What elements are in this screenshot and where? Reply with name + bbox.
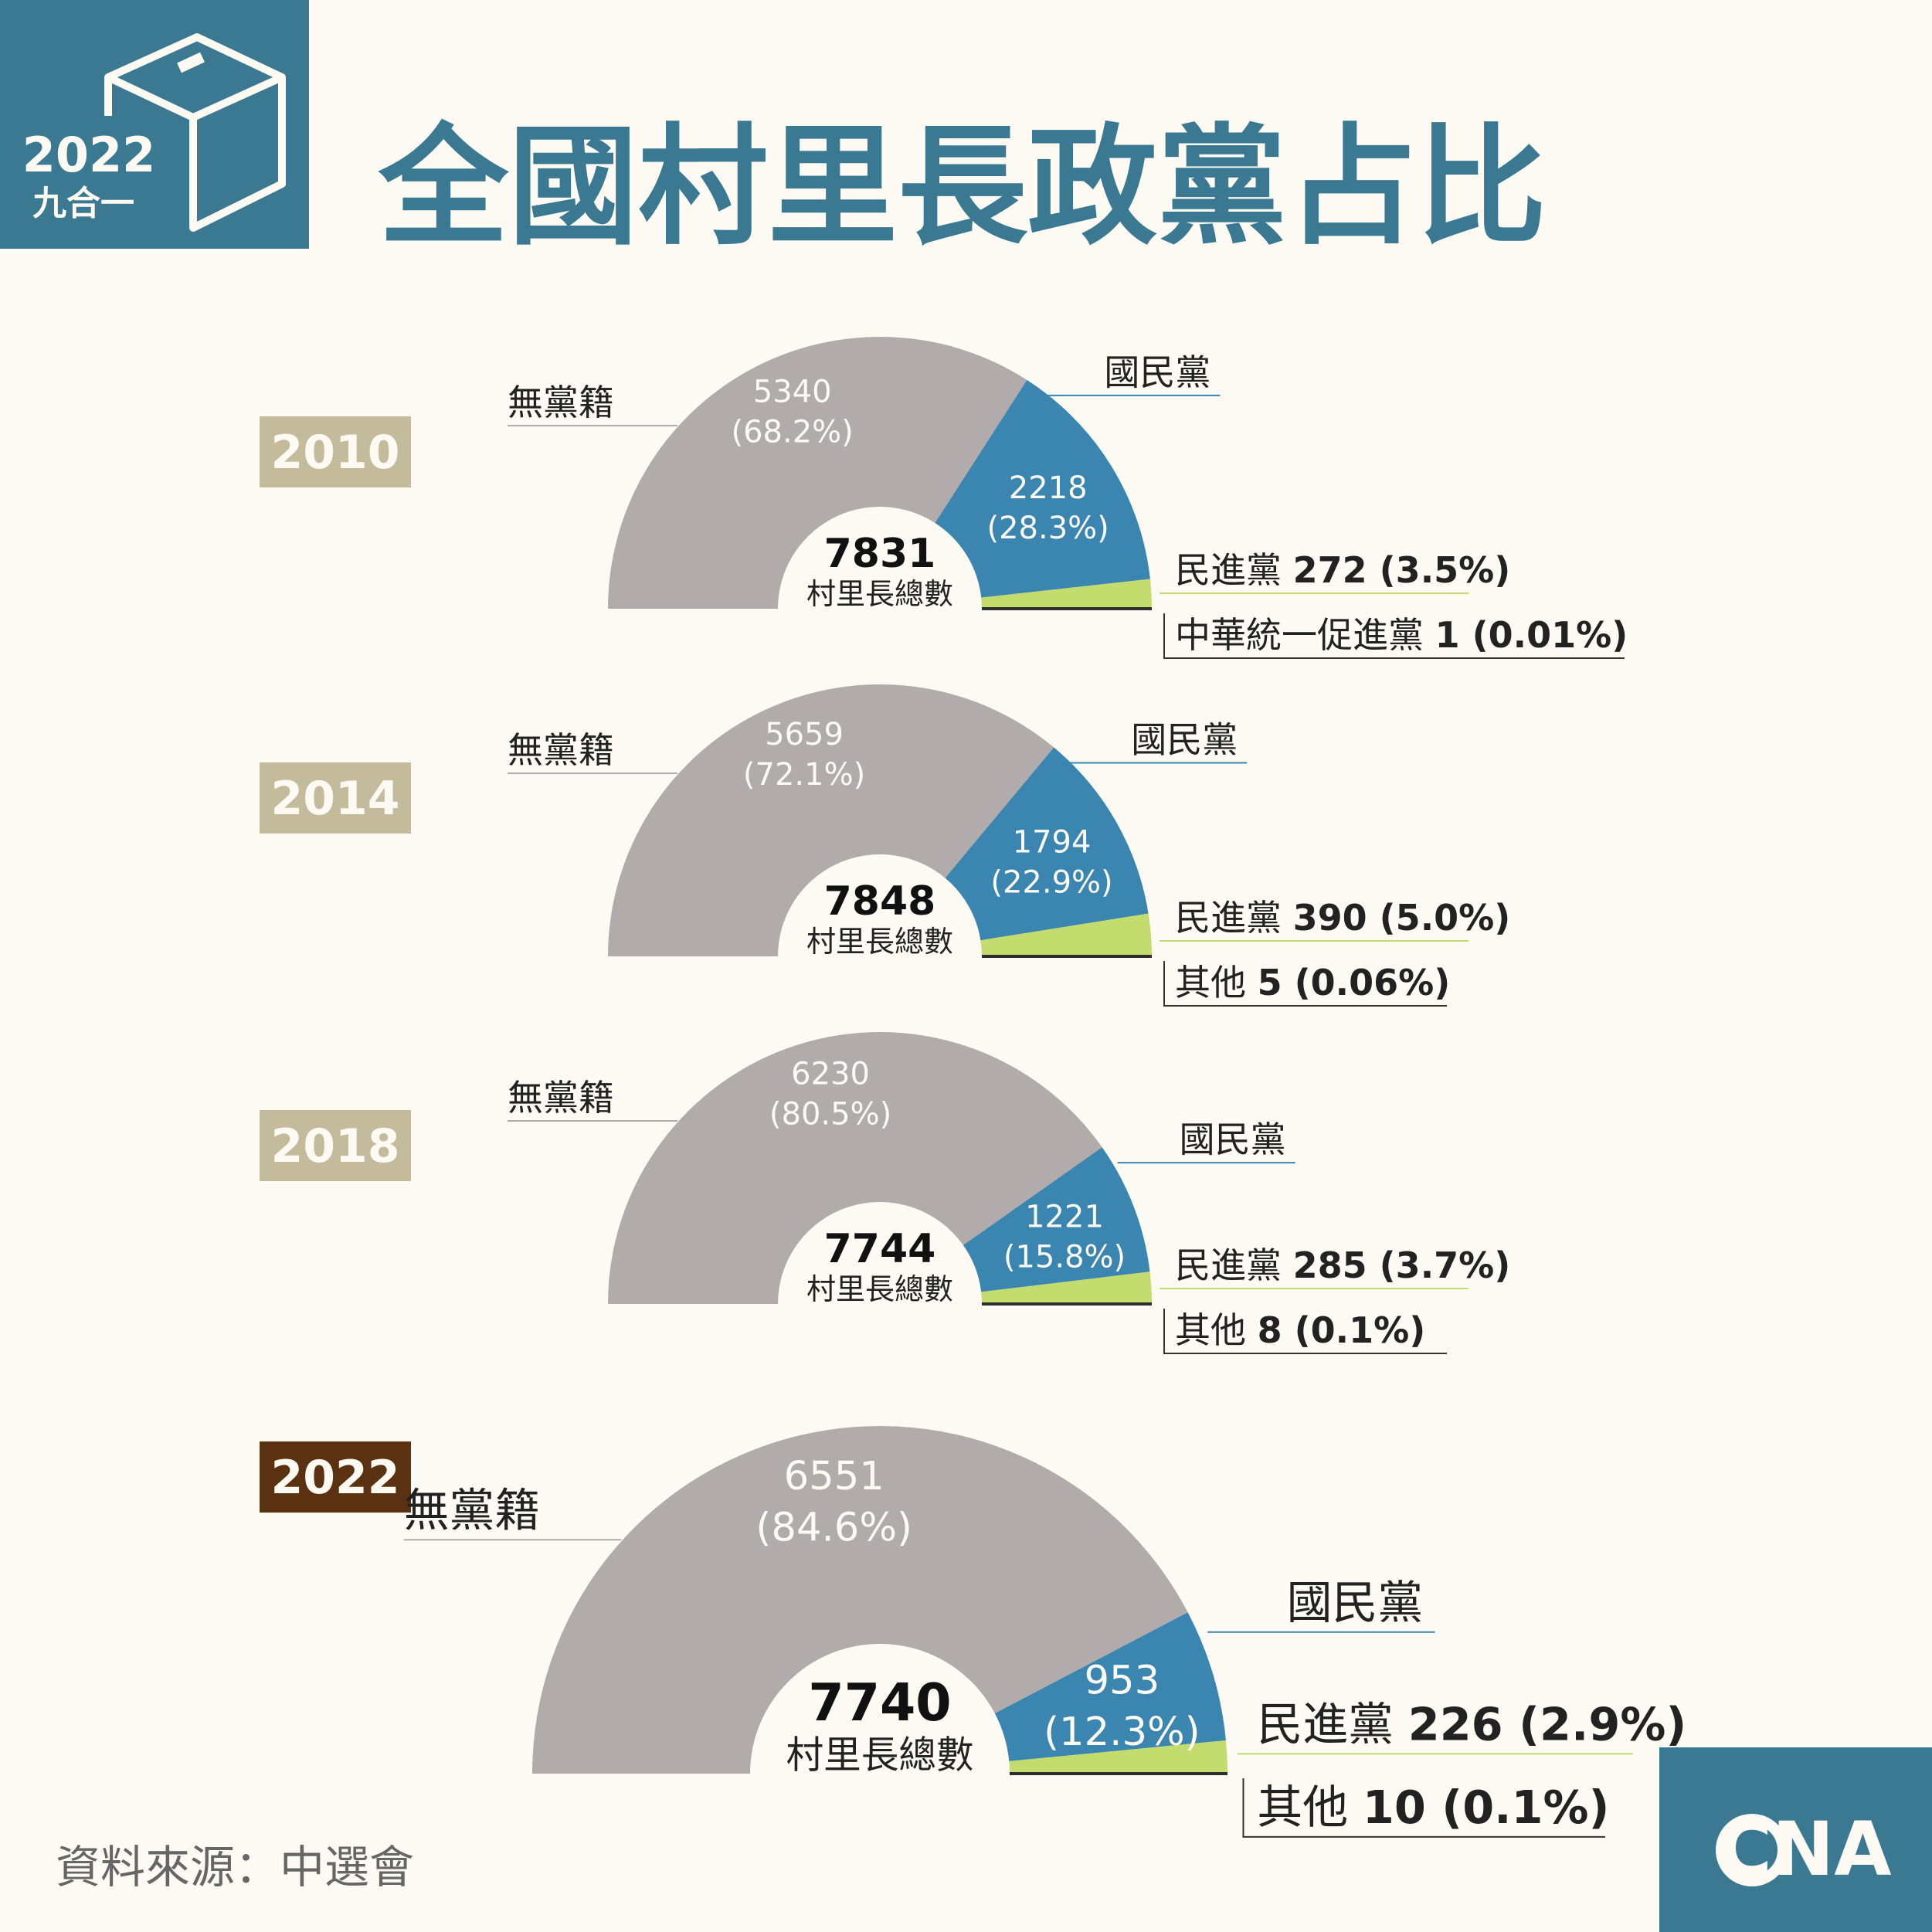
election-badge: 2022 九合一 — [0, 0, 309, 249]
year-label: 2010 — [271, 426, 400, 480]
label-dpp-name: 民進黨 — [1175, 897, 1293, 939]
slice-independent — [608, 336, 1027, 609]
slice-value-kmt: 1221 — [1025, 1199, 1104, 1234]
year-label: 2014 — [271, 772, 400, 826]
slice-pct-independent: (80.5%) — [769, 1097, 891, 1132]
slice-value-independent: 5659 — [765, 717, 844, 752]
slice-value-kmt: 953 — [1084, 1658, 1160, 1704]
label-dpp-name: 民進黨 — [1175, 1244, 1293, 1286]
total-value: 7848 — [824, 878, 936, 925]
badge-year: 2022 — [22, 127, 156, 183]
label-independent: 無黨籍 — [404, 1483, 541, 1536]
label-independent: 無黨籍 — [508, 729, 614, 771]
logo-text: CNA — [1717, 1806, 1891, 1893]
label-other: 其他 8 (0.1%) — [1175, 1309, 1425, 1351]
slice-value-kmt: 2218 — [1009, 470, 1088, 506]
label-other-value: 10 (0.1%) — [1363, 1781, 1610, 1834]
slice-value-independent: 5340 — [753, 375, 832, 410]
label-kmt: 國民黨 — [1287, 1576, 1424, 1629]
slice-dpp — [981, 1272, 1152, 1304]
slice-dpp — [1009, 1740, 1227, 1774]
globe-icon — [1716, 1814, 1788, 1886]
label-dpp-value: 285 (3.7%) — [1293, 1244, 1511, 1286]
slice-pct-independent: (72.1%) — [743, 757, 865, 793]
slice-pct-independent: (68.2%) — [732, 415, 854, 450]
slice-value-independent: 6551 — [784, 1453, 885, 1499]
slice-kmt — [945, 747, 1149, 941]
year-badge — [260, 762, 411, 834]
label-kmt: 國民黨 — [1131, 719, 1238, 761]
label-kmt: 國民黨 — [1180, 1119, 1286, 1160]
slice-independent — [532, 1425, 1188, 1774]
year-label: 2018 — [271, 1119, 400, 1173]
slice-pct-kmt: (22.9%) — [990, 864, 1112, 900]
slice-kmt — [963, 1147, 1150, 1292]
total-label: 村里長總數 — [806, 577, 953, 611]
label-dpp-value: 226 (2.9%) — [1408, 1697, 1686, 1750]
label-independent: 無黨籍 — [508, 382, 614, 423]
label-dpp: 民進黨 390 (5.0%) — [1175, 897, 1510, 939]
label-dpp-name: 民進黨 — [1257, 1697, 1407, 1750]
label-other-name: 其他 — [1175, 962, 1258, 1003]
label-other-value: 5 (0.06%) — [1258, 962, 1451, 1003]
slice-independent — [608, 684, 1054, 956]
slice-value-independent: 6230 — [791, 1057, 870, 1092]
label-independent: 無黨籍 — [508, 1077, 614, 1119]
total-value: 7740 — [808, 1672, 951, 1733]
slice-pct-kmt: (28.3%) — [987, 511, 1109, 546]
label-other-value: 1 (0.01%) — [1435, 614, 1628, 656]
label-other-name: 中華統一促進黨 — [1175, 614, 1435, 656]
total-value: 7744 — [824, 1226, 936, 1272]
label-kmt: 國民黨 — [1104, 351, 1210, 393]
label-other: 中華統一促進黨 1 (0.01%) — [1175, 614, 1628, 656]
year-badge — [260, 416, 411, 487]
label-dpp: 民進黨 272 (3.5%) — [1175, 549, 1510, 591]
label-dpp: 民進黨 226 (2.9%) — [1257, 1697, 1686, 1750]
slice-dpp — [980, 913, 1152, 956]
leader-other — [1163, 961, 1447, 1007]
page-title: 全國村里長政黨占比 — [378, 110, 1547, 263]
year-badge — [260, 1441, 411, 1513]
cna-logo: CNA — [1659, 1747, 1932, 1932]
label-other: 其他 10 (0.1%) — [1257, 1781, 1609, 1834]
slice-value-kmt: 1794 — [1013, 824, 1092, 860]
source-note: 資料來源：中選會 — [56, 1841, 414, 1893]
label-dpp: 民進黨 285 (3.7%) — [1175, 1244, 1510, 1286]
label-other-value: 8 (0.1%) — [1258, 1309, 1426, 1351]
total-label: 村里長總數 — [806, 925, 953, 959]
label-dpp-value: 272 (3.5%) — [1293, 549, 1511, 591]
year-label: 2022 — [271, 1451, 400, 1505]
year-badge — [260, 1110, 411, 1181]
slice-pct-independent: (84.6%) — [755, 1505, 912, 1551]
slice-independent — [608, 1031, 1102, 1304]
slice-kmt — [935, 379, 1150, 598]
badge-subtitle: 九合一 — [32, 184, 134, 223]
slice-dpp — [981, 579, 1152, 609]
label-dpp-value: 390 (5.0%) — [1293, 897, 1511, 939]
total-value: 7831 — [824, 531, 936, 577]
slice-pct-kmt: (15.8%) — [1003, 1239, 1126, 1275]
leader-other — [1163, 613, 1625, 659]
total-label: 村里長總數 — [786, 1733, 973, 1777]
charts-group: 20107831村里長總數5340(68.2%)2218(28.3%)無黨籍國民… — [260, 336, 1686, 1838]
total-label: 村里長總數 — [806, 1272, 953, 1306]
label-other-name: 其他 — [1257, 1781, 1362, 1834]
badge-box — [0, 0, 309, 249]
slice-kmt — [994, 1612, 1226, 1761]
logo-box — [1659, 1747, 1932, 1932]
label-other-name: 其他 — [1175, 1309, 1258, 1351]
label-dpp-name: 民進黨 — [1175, 549, 1293, 591]
ballot-box-icon — [104, 33, 286, 232]
leader-other — [1163, 1309, 1447, 1354]
slice-pct-kmt: (12.3%) — [1044, 1709, 1200, 1755]
leader-other — [1242, 1778, 1605, 1838]
label-other: 其他 5 (0.06%) — [1175, 962, 1450, 1003]
